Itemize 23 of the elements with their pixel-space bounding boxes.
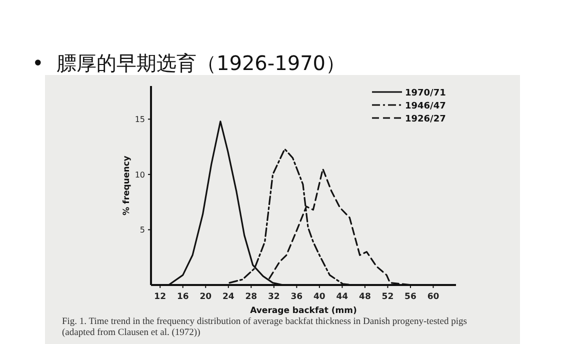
x-tick-label: 28 xyxy=(245,292,258,302)
y-tick-label: 5 xyxy=(140,226,145,235)
x-tick-label: 12 xyxy=(154,292,166,302)
x-tick-label: 36 xyxy=(290,292,303,302)
y-axis-title: % frequency xyxy=(122,155,132,216)
x-tick-label: 60 xyxy=(427,292,440,302)
caption: Fig. 1. Time trend in the frequency distribution of average backfat thickness in Danish progeny-tested pigs (adapted from Clausen et al. (1972)) xyxy=(62,317,468,338)
x-tick-label: 16 xyxy=(176,292,189,302)
x-tick-label: 24 xyxy=(222,292,234,302)
legend-label: 1970/71 xyxy=(405,88,446,98)
x-tick-label: 44 xyxy=(336,292,348,302)
legend-label: 1946/47 xyxy=(405,102,446,112)
x-tick-label: 56 xyxy=(404,292,416,302)
y-tick-label: 10 xyxy=(134,170,145,180)
x-tick-label: 40 xyxy=(314,292,326,302)
x-tick-label: 52 xyxy=(382,292,394,302)
legend-label: 1926/27 xyxy=(405,114,446,124)
chart-title: • 膘厚的早期选育（1926-1970） xyxy=(32,51,346,75)
y-tick-label: 15 xyxy=(134,115,145,124)
x-axis-title: Average backfat (mm) xyxy=(250,306,357,316)
x-tick-label: 32 xyxy=(268,292,280,302)
x-tick-label: 48 xyxy=(359,292,371,302)
x-tick-label: 20 xyxy=(200,292,212,302)
